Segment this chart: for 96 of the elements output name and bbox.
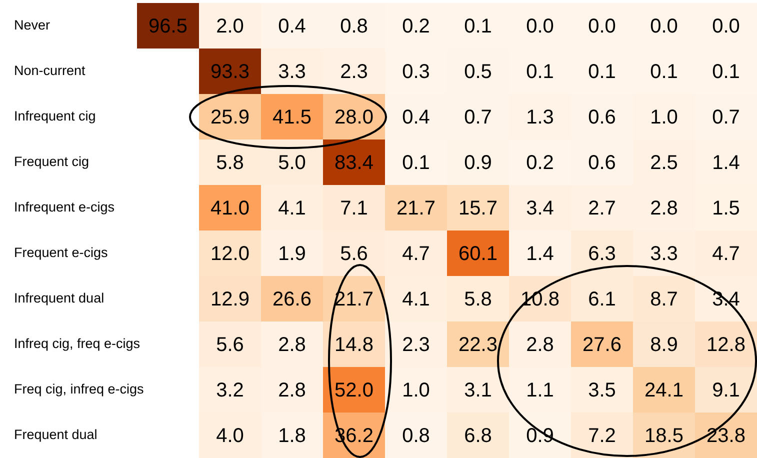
data-label: 3.4 bbox=[526, 197, 554, 220]
data-label: 6.8 bbox=[464, 424, 492, 447]
data-label: 12.0 bbox=[210, 242, 250, 265]
data-label: 0.1 bbox=[650, 60, 678, 83]
data-label: 7.2 bbox=[588, 424, 616, 447]
data-label: 4.7 bbox=[712, 242, 740, 265]
data-label: 0.8 bbox=[340, 15, 368, 38]
data-label: 8.7 bbox=[650, 288, 678, 310]
data-label: 14.8 bbox=[334, 334, 374, 356]
data-label: 23.8 bbox=[706, 424, 746, 447]
data-label: 0.1 bbox=[464, 15, 492, 38]
data-label: 15.7 bbox=[458, 197, 498, 220]
y-tick-label: Frequent e-cigs bbox=[14, 244, 108, 260]
data-label: 60.1 bbox=[458, 242, 498, 265]
data-label: 83.4 bbox=[334, 152, 374, 174]
data-label: 2.8 bbox=[278, 379, 306, 402]
y-tick-label: Infreq cig, freq e-cigs bbox=[14, 336, 140, 351]
data-label: 5.8 bbox=[464, 288, 492, 310]
data-label: 0.3 bbox=[402, 60, 430, 83]
y-tick-label: Non-current bbox=[14, 62, 86, 78]
data-label: 0.7 bbox=[712, 106, 740, 128]
data-label: 21.7 bbox=[396, 197, 436, 220]
data-label: 0.6 bbox=[588, 106, 616, 128]
data-label: 2.8 bbox=[278, 334, 306, 356]
data-label: 3.1 bbox=[464, 379, 492, 402]
data-label: 18.5 bbox=[644, 424, 684, 447]
data-label: 0.2 bbox=[402, 15, 430, 38]
data-label: 4.7 bbox=[402, 242, 430, 265]
data-label: 0.9 bbox=[464, 152, 492, 174]
data-label: 0.6 bbox=[588, 152, 616, 174]
data-label: 5.0 bbox=[278, 152, 306, 174]
data-label: 3.3 bbox=[650, 242, 678, 265]
data-label: 2.0 bbox=[216, 15, 244, 38]
data-label: 1.4 bbox=[712, 152, 740, 174]
data-label: 0.5 bbox=[464, 60, 492, 83]
data-label: 28.0 bbox=[334, 106, 374, 128]
data-label: 1.0 bbox=[402, 379, 430, 402]
data-label: 0.4 bbox=[402, 106, 430, 128]
data-label: 1.4 bbox=[526, 242, 554, 265]
data-label: 1.0 bbox=[650, 106, 678, 128]
data-label: 0.4 bbox=[278, 15, 306, 38]
data-label: 0.1 bbox=[588, 60, 616, 83]
data-label: 0.1 bbox=[526, 60, 554, 83]
data-label: 25.9 bbox=[210, 106, 250, 128]
data-label: 2.5 bbox=[650, 152, 678, 174]
data-label: 0.1 bbox=[712, 60, 740, 83]
data-label: 2.7 bbox=[588, 197, 616, 220]
data-label: 52.0 bbox=[334, 379, 374, 402]
data-label: 2.8 bbox=[650, 197, 678, 220]
data-label: 0.7 bbox=[464, 106, 492, 128]
y-tick-label: Freq cig, infreq e-cigs bbox=[14, 381, 144, 396]
data-label: 1.5 bbox=[712, 197, 740, 220]
data-label: 1.9 bbox=[278, 242, 306, 265]
data-label: 7.1 bbox=[340, 197, 368, 220]
data-label: 6.1 bbox=[588, 288, 616, 310]
data-label: 24.1 bbox=[644, 379, 684, 402]
data-label: 41.5 bbox=[272, 106, 312, 128]
y-tick-label: Infrequent e-cigs bbox=[14, 199, 115, 214]
data-label: 26.6 bbox=[272, 288, 312, 310]
data-label: 1.8 bbox=[278, 424, 306, 447]
y-tick-label: Infrequent cig bbox=[14, 108, 96, 124]
data-label: 4.1 bbox=[278, 197, 306, 220]
data-label: 8.9 bbox=[650, 334, 678, 356]
data-label: 93.3 bbox=[210, 60, 250, 83]
data-label: 27.6 bbox=[582, 334, 622, 356]
data-label: 2.8 bbox=[526, 334, 554, 356]
data-label: 0.0 bbox=[588, 15, 616, 38]
data-label: 3.2 bbox=[216, 379, 244, 402]
data-label: 2.3 bbox=[340, 60, 368, 83]
data-label: 3.5 bbox=[588, 379, 616, 402]
y-tick-label: Frequent dual bbox=[14, 426, 98, 442]
data-label: 5.6 bbox=[216, 334, 244, 356]
data-label: 96.5 bbox=[148, 15, 188, 38]
data-label: 5.8 bbox=[216, 152, 244, 174]
data-label: 9.1 bbox=[712, 379, 740, 402]
y-tick-label: Never bbox=[14, 17, 51, 32]
data-label: 3.3 bbox=[278, 60, 306, 83]
data-label: 4.0 bbox=[216, 424, 244, 447]
data-label: 2.3 bbox=[402, 334, 430, 356]
data-label: 22.3 bbox=[458, 334, 498, 356]
data-label: 0.0 bbox=[650, 15, 678, 38]
data-label: 0.2 bbox=[526, 152, 554, 174]
data-label: 0.0 bbox=[712, 15, 740, 38]
data-label: 5.6 bbox=[340, 242, 368, 265]
data-label: 1.1 bbox=[526, 379, 554, 402]
data-label: 1.3 bbox=[526, 106, 554, 128]
data-label: 41.0 bbox=[210, 197, 250, 220]
data-label: 4.1 bbox=[402, 288, 430, 310]
data-label: 6.3 bbox=[588, 242, 616, 265]
y-tick-label: Frequent cig bbox=[14, 154, 90, 169]
data-label: 12.8 bbox=[706, 334, 746, 356]
data-label: 0.0 bbox=[526, 15, 554, 38]
data-label: 12.9 bbox=[210, 288, 250, 310]
data-label: 0.1 bbox=[402, 152, 430, 174]
y-tick-label: Infrequent dual bbox=[14, 290, 104, 306]
data-label: 0.8 bbox=[402, 424, 430, 447]
